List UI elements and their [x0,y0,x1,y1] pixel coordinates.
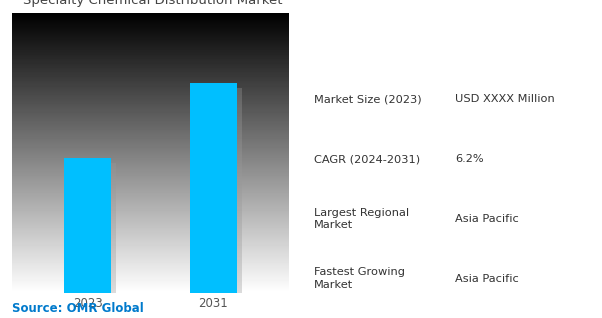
Text: Asia Pacific: Asia Pacific [455,273,519,284]
Text: Specialty Chemical Distribution Market: Specialty Chemical Distribution Market [23,0,282,7]
Text: 2023-2031: 2023-2031 [455,33,530,46]
Text: CAGR (2024-2031): CAGR (2024-2031) [314,154,420,164]
Bar [194,88,242,298]
Text: Asia Pacific: Asia Pacific [455,214,519,224]
Text: Largest Regional
Market: Largest Regional Market [314,208,409,230]
Text: 6.2%: 6.2% [455,154,483,164]
Text: Source: OMR Global: Source: OMR Global [12,302,144,315]
Bar [68,163,116,298]
Text: Fastest Growing
Market: Fastest Growing Market [314,267,405,290]
Bar [190,83,237,293]
Bar [64,158,111,293]
Text: Market Size (2023): Market Size (2023) [314,94,421,104]
Text: USD XXXX Million: USD XXXX Million [455,94,554,104]
Text: Study Period: Study Period [314,33,404,46]
